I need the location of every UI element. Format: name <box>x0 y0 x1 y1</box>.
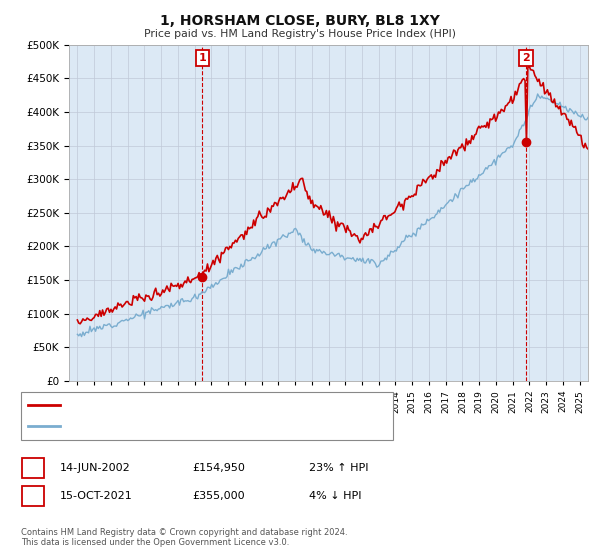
Text: Price paid vs. HM Land Registry's House Price Index (HPI): Price paid vs. HM Land Registry's House … <box>144 29 456 39</box>
Text: 14-JUN-2002: 14-JUN-2002 <box>60 463 131 473</box>
Text: 23% ↑ HPI: 23% ↑ HPI <box>309 463 368 473</box>
Text: 1: 1 <box>199 53 206 63</box>
Text: 1, HORSHAM CLOSE, BURY, BL8 1XY (detached house): 1, HORSHAM CLOSE, BURY, BL8 1XY (detache… <box>65 400 335 410</box>
Text: 1, HORSHAM CLOSE, BURY, BL8 1XY: 1, HORSHAM CLOSE, BURY, BL8 1XY <box>160 14 440 28</box>
Text: 15-OCT-2021: 15-OCT-2021 <box>60 491 133 501</box>
Text: 4% ↓ HPI: 4% ↓ HPI <box>309 491 361 501</box>
Text: £154,950: £154,950 <box>192 463 245 473</box>
Text: HPI: Average price, detached house, Bury: HPI: Average price, detached house, Bury <box>65 421 272 431</box>
Text: Contains HM Land Registry data © Crown copyright and database right 2024.
This d: Contains HM Land Registry data © Crown c… <box>21 528 347 547</box>
Text: £355,000: £355,000 <box>192 491 245 501</box>
Text: 2: 2 <box>29 491 37 501</box>
Text: 2: 2 <box>522 53 530 63</box>
Text: 1: 1 <box>29 463 37 473</box>
